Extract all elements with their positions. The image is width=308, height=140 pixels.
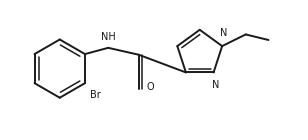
- Text: N: N: [220, 28, 227, 38]
- Text: O: O: [147, 82, 154, 92]
- Text: Br: Br: [90, 90, 101, 100]
- Text: N: N: [212, 80, 220, 90]
- Text: NH: NH: [101, 32, 116, 42]
